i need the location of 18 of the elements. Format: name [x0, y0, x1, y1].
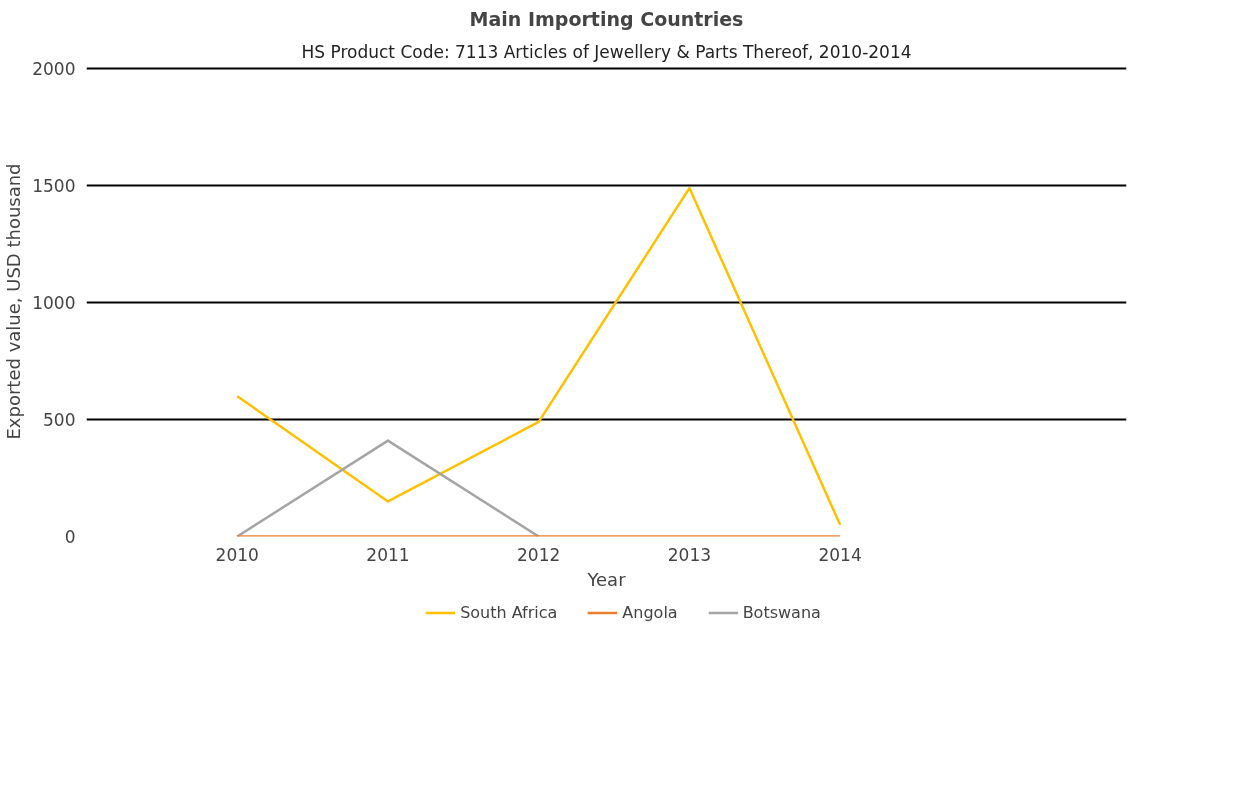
y-tick-label: 1500 [32, 176, 76, 197]
x-tick-label: 2013 [667, 544, 712, 565]
y-tick-label: 0 [64, 527, 76, 547]
legend-label: Botswana [742, 602, 821, 622]
legend-label: South Africa [460, 602, 558, 622]
x-tick-label: 2011 [366, 544, 410, 565]
y-tick-label: 500 [43, 410, 76, 431]
y-axis-title: Exported value, USD thousand [3, 163, 25, 440]
chart-subtitle: HS Product Code: 7113 Articles of Jewellery & Parts Thereof, 2010-2014 [301, 41, 912, 62]
legend-label: Angola [622, 602, 678, 622]
x-tick-label: 2014 [818, 544, 862, 565]
y-tick-label: 1000 [32, 293, 76, 314]
line-series [235, 186, 842, 527]
chart-title: Main Importing Countries [469, 7, 744, 30]
y-tick-label: 2000 [32, 59, 76, 80]
x-tick-label: 2010 [215, 544, 259, 565]
x-tick-label: 2012 [517, 544, 561, 565]
x-axis-title: Year [586, 568, 627, 590]
